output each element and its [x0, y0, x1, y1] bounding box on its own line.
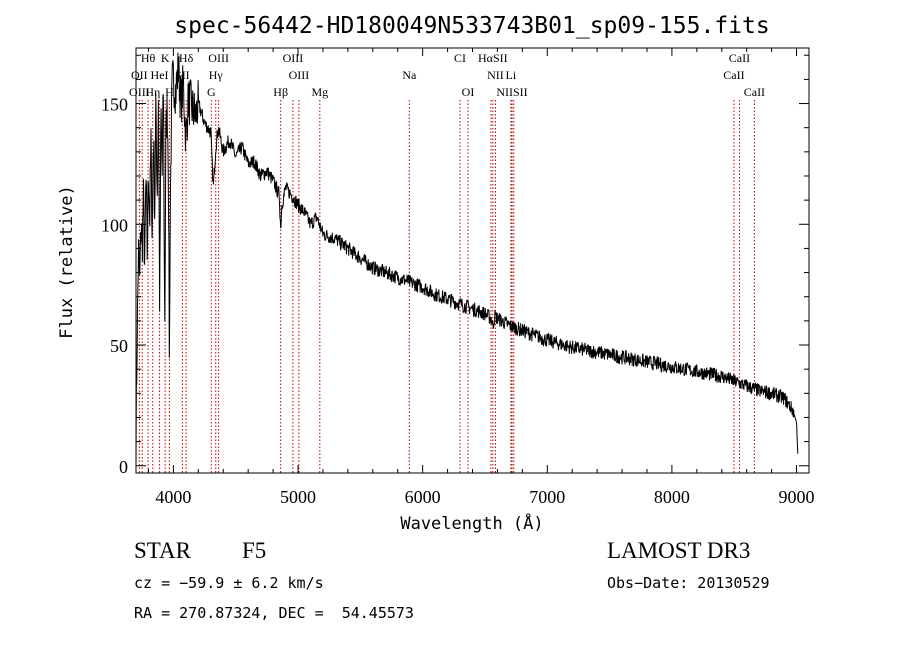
observation-date: Obs−Date: 20130529 [607, 574, 770, 592]
emission-line-label: CaII [729, 51, 750, 65]
emission-line-label: K [161, 51, 170, 65]
emission-line-label: HeI [151, 68, 169, 82]
emission-line-label: Hη [145, 85, 160, 99]
emission-line-label: Hγ [209, 68, 224, 82]
emission-line-label: OI [462, 85, 475, 99]
object-subclass: F5 [242, 538, 267, 563]
x-axis-label: Wavelength (Å) [400, 512, 543, 534]
emission-line-label: G [207, 85, 216, 99]
emission-line-label: Hθ [141, 51, 156, 65]
chart-title: spec-56442-HD180049N533743B01_sp09-155.f… [174, 13, 769, 39]
emission-line-label: Mg [311, 85, 328, 99]
emission-line-label: NII [487, 68, 504, 82]
emission-line-label: CaII [744, 85, 765, 99]
emission-line-label: Li [506, 68, 517, 82]
emission-line-label: H [165, 85, 174, 99]
emission-line-label: OIII [129, 85, 150, 99]
emission-line-label: OIII [283, 51, 304, 65]
spectrum-series [135, 52, 799, 463]
spectrum-line [135, 52, 799, 463]
object-class: STAR [134, 538, 191, 563]
emission-line-label: HαSII [478, 51, 508, 65]
emission-line-label: CaII [723, 68, 744, 82]
plot-frame [135, 47, 810, 474]
x-tick-label: 5000 [280, 487, 316, 507]
x-tick-label: 9000 [779, 487, 815, 507]
emission-line-label: Hδ [179, 51, 194, 65]
redshift-velocity: cz = −59.9 ± 6.2 km/s [134, 574, 324, 592]
y-axis-label: Flux (relative) [57, 185, 77, 339]
x-tick-label: 7000 [529, 487, 565, 507]
emission-line-label: Na [402, 68, 417, 82]
y-tick-label: 0 [119, 457, 128, 477]
y-tick-label: 50 [110, 336, 128, 356]
x-axis-ticks: 4000 5000 6000 7000 8000 9000 [147, 48, 815, 507]
emission-line-markers [138, 100, 755, 473]
coordinates: RA = 270.87324, DEC = 54.45573 [134, 604, 414, 622]
emission-line-label: CI [454, 51, 466, 65]
x-tick-label: 4000 [155, 487, 191, 507]
x-tick-label: 6000 [405, 487, 441, 507]
y-axis-ticks: 0 50 100 150 [101, 54, 809, 477]
survey-name: LAMOST DR3 [607, 538, 751, 563]
y-tick-label: 100 [101, 215, 128, 235]
emission-line-label: OII [131, 68, 148, 82]
emission-line-label: OIII [289, 68, 310, 82]
emission-line-label: OIII [208, 51, 229, 65]
emission-line-label: Hβ [273, 85, 288, 99]
emission-line-label: NIISII [496, 85, 527, 99]
x-tick-label: 8000 [654, 487, 690, 507]
y-tick-label: 150 [101, 95, 128, 115]
